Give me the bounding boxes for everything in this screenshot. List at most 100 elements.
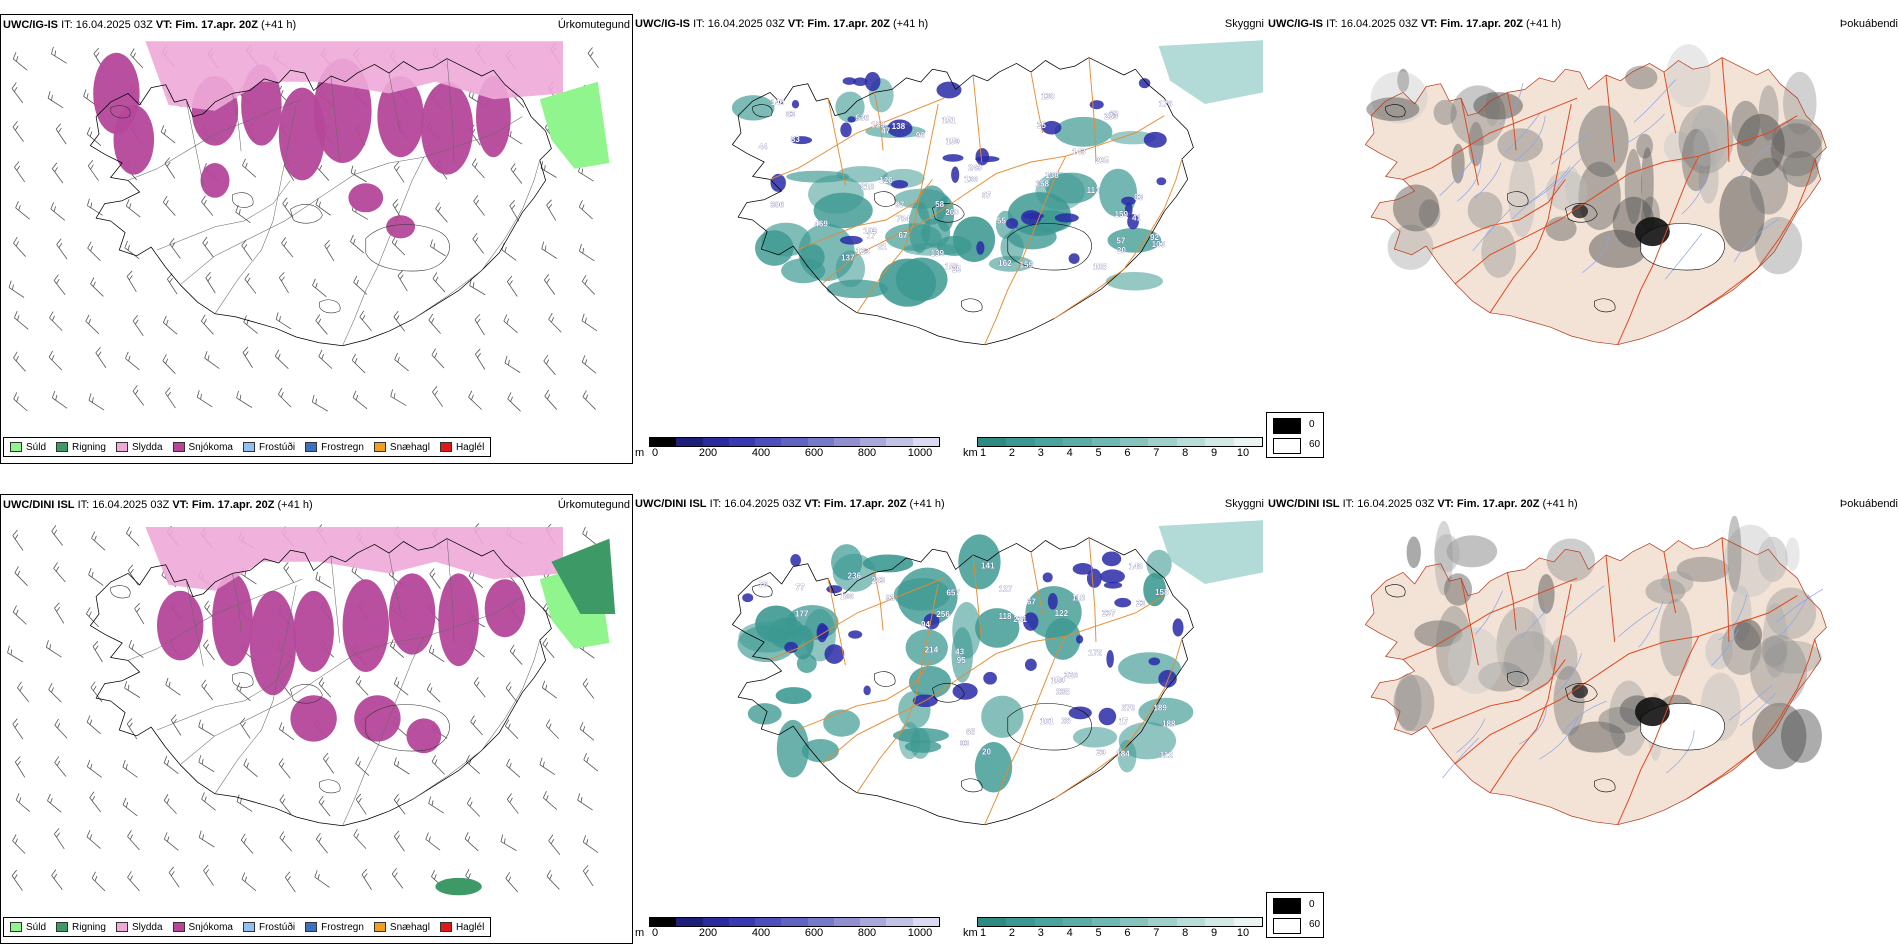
fog-legend-label: 60 [1309, 439, 1321, 450]
colorbar-unit: m [635, 447, 645, 459]
cloud-base-label: 139 [931, 249, 945, 258]
cloud-base-label: 143 [1072, 148, 1086, 157]
cloud-base-label: 159 [946, 137, 960, 146]
panel-parameter-name: Úrkomutegund [557, 19, 630, 31]
colorbar-tick-label: 4 [1066, 927, 1073, 939]
cloud-base-label: 101 [1040, 717, 1054, 726]
cloud-base-label: 140 [771, 98, 785, 107]
cloud-base-label: 158 [1155, 588, 1169, 597]
cloud-base-label: 243 [968, 164, 982, 173]
cloud-base-label: 83 [786, 110, 796, 119]
legend-label: Slydda [131, 921, 163, 933]
cloud-base-label: 93 [960, 739, 970, 748]
legend-item: Súld [10, 922, 46, 933]
colorbar-bin [1120, 438, 1149, 446]
panel-parameter-name: Skyggni [1224, 498, 1264, 510]
cloudbase-colorbar: m 0 200 400 600 800 1000 [635, 917, 940, 943]
legend-item: Súld [10, 442, 46, 453]
panel-title: UWC/DINI ISL IT: 16.04.2025 03Z VT: Fim.… [635, 498, 945, 510]
fog-legend-swatch [1273, 438, 1301, 454]
visibility-panel-top: UWC/IG-IS IT: 16.04.2025 03Z VT: Fim. 17… [633, 14, 1266, 464]
legend-item: Rigning [56, 922, 106, 933]
legend-swatch [373, 442, 386, 452]
legend-swatch [10, 922, 22, 932]
colorbar-bin [886, 438, 913, 446]
cloud-base-label: 237 [1102, 609, 1116, 618]
legend-swatch [56, 442, 69, 452]
fog-legend-label: 60 [1309, 919, 1321, 930]
colorbar-tick-label: 7 [1153, 927, 1160, 939]
fog-index-map [1364, 44, 1827, 346]
fog-legend-label: 0 [1309, 419, 1315, 430]
cloud-base-label: 95 [957, 656, 967, 665]
legend-swatch [305, 922, 318, 932]
colorbar-tick-label: 7 [1153, 447, 1160, 459]
precip-type-legend: Súld Rigning Slydda Snjókoma Frostúði Frostre… [3, 437, 492, 457]
cloud-base-label: 47 [881, 126, 891, 135]
cloud-base-label: 96 [916, 131, 926, 140]
cloud-base-label: 123 [856, 247, 870, 256]
colorbar-bin [676, 918, 703, 926]
cloud-base-label: 83 [791, 135, 801, 144]
cloud-base-label: 159 [1115, 210, 1129, 219]
legend-label: Snæhagl [389, 441, 430, 453]
colorbar-tick-label: 0 [651, 927, 659, 939]
legend-item: Frostúði [242, 442, 295, 453]
colorbar-bin [1120, 918, 1149, 926]
cloud-base-label: 81 [878, 243, 888, 252]
cloud-base-label: 236 [848, 571, 862, 580]
colorbar-tick-label: 10 [1236, 447, 1250, 459]
cloud-base-label: 77 [796, 583, 806, 592]
cloud-base-label: 176 [1159, 100, 1173, 109]
cloud-base-label: 218 [860, 183, 874, 192]
colorbar-strip [649, 917, 940, 927]
colorbar-unit: km [963, 447, 978, 459]
cloud-base-label: 20 [982, 747, 992, 756]
cloud-base-label: 55 [997, 216, 1007, 225]
colorbar-bin [728, 438, 756, 446]
legend-item: Snjókoma [172, 922, 233, 933]
colorbar-tick-label: 8 [1182, 927, 1189, 939]
cloud-base-label: 159 [1051, 676, 1065, 685]
fog-panel-bottom: UWC/DINI ISL IT: 16.04.2025 03Z VT: Fim.… [1266, 494, 1900, 944]
colorbar-bin [1063, 438, 1092, 446]
cloud-base-label: 43 [955, 648, 965, 657]
cloud-base-label: 41 [1132, 213, 1142, 222]
colorbar-bin [1091, 918, 1121, 926]
cloud-base-label: 58 [935, 200, 945, 209]
fog-legend-label: 0 [1309, 899, 1315, 910]
legend-swatch [373, 922, 386, 932]
colorbar-tick-label: 200 [698, 447, 718, 459]
cloud-base-label: 44 [758, 142, 768, 151]
colorbar-tick-label: 200 [698, 927, 718, 939]
legend-swatch [242, 442, 255, 452]
colorbar-bin [755, 918, 782, 926]
colorbar-bin [1176, 918, 1206, 926]
colorbar-bin [781, 438, 808, 446]
legend-label: Haglél [455, 921, 485, 933]
cloud-base-label: 105 [1093, 262, 1107, 271]
panel-parameter-name: Úrkomutegund [557, 499, 630, 511]
legend-swatch [242, 922, 255, 932]
panel-title: UWC/IG-IS IT: 16.04.2025 03Z VT: Fim. 17… [3, 19, 297, 31]
colorbar-bin [912, 438, 939, 446]
colorbar-tick-label: 10 [1236, 927, 1250, 939]
colorbar-tick-label: 2 [1008, 447, 1015, 459]
cloud-base-label: 189 [1153, 703, 1167, 712]
cloud-base-label: 94 [921, 620, 931, 629]
precip-type-legend: Súld Rigning Slydda Snjókoma Frostúði Frostre… [3, 917, 492, 937]
visibility-map: 184 177 76 236 93 127 141 189 122 196 94 26 65 23 158 1… [731, 520, 1263, 826]
colorbar-bin [860, 438, 887, 446]
cloud-base-label: 118 [1072, 594, 1086, 603]
legend-swatch [115, 442, 128, 452]
cloud-base-label: 87 [982, 191, 992, 200]
legend-item: Haglél [439, 442, 484, 453]
colorbar-bin [702, 918, 729, 926]
cloud-base-label: 184 [1116, 750, 1130, 759]
colorbar-tick-label: 6 [1124, 447, 1131, 459]
cloud-base-label: 159 [1020, 261, 1034, 270]
colorbar-tick-label: 800 [857, 927, 877, 939]
colorbar-bin [728, 918, 756, 926]
legend-label: Slydda [131, 441, 163, 453]
cloud-base-label: 177 [795, 609, 809, 618]
